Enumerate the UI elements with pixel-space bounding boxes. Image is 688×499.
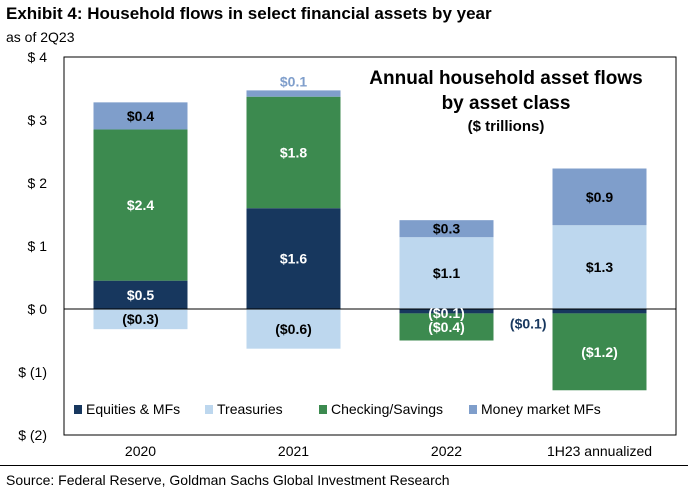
bar-segment [246, 208, 341, 309]
bar-segment [552, 309, 647, 314]
data-label: $1.3 [586, 259, 613, 275]
data-label: $2.4 [127, 197, 154, 213]
bar-segment [93, 129, 188, 281]
bar-segment [399, 220, 494, 238]
y-axis: $ 4 $ 3 $ 2 $ 1 $ 0 $ (1) $ (2) [18, 49, 47, 443]
legend-swatch [205, 405, 213, 414]
footer-divider [0, 465, 688, 466]
y-tick-label: $ 1 [28, 238, 48, 254]
bar-segment [552, 313, 647, 391]
y-tick-label: $ 4 [28, 49, 48, 65]
bar-segment [246, 90, 341, 97]
data-label: $1.6 [280, 251, 307, 267]
y-tick-label: $ (1) [18, 364, 47, 380]
data-label: ($0.3) [122, 311, 159, 327]
inner-chart-title: Annual household asset flows by asset cla… [369, 68, 642, 135]
inner-title-line: ($ trillions) [468, 118, 545, 135]
bar-segment [552, 225, 647, 309]
legend-label: Treasuries [217, 401, 283, 417]
chart-legend: Equities & MFs Treasuries Checking/Savings… [74, 401, 601, 417]
x-axis: 2020 2021 2022 1H23 annualized [125, 443, 652, 459]
data-label: $0.9 [586, 189, 613, 205]
bar-segment [93, 280, 188, 309]
y-tick-label: $ 0 [28, 301, 48, 317]
data-label: $0.5 [127, 287, 154, 303]
legend-swatch [469, 405, 477, 414]
bar-segment [399, 309, 494, 314]
chart-exhibit-title: Exhibit 4: Household flows in select fin… [6, 4, 492, 23]
bar-segment [246, 96, 341, 209]
x-tick-label: 2021 [278, 443, 309, 459]
bar-series-group [93, 90, 647, 391]
y-tick-label: $ (2) [18, 427, 47, 443]
bar-segment [399, 237, 494, 309]
bar-segment [552, 168, 647, 226]
data-label: $0.3 [433, 221, 460, 237]
data-label: ($0.1) [428, 305, 465, 321]
data-label: ($1.2) [581, 344, 618, 360]
x-tick-label: 2022 [431, 443, 462, 459]
source-note: Source: Federal Reserve, Goldman Sachs G… [6, 472, 450, 488]
data-label: $0.4 [127, 108, 154, 124]
x-tick-label: 2020 [125, 443, 156, 459]
legend-swatch [74, 405, 82, 414]
data-label: ($0.4) [428, 319, 465, 335]
plot-area-frame [63, 56, 677, 436]
data-label: $1.1 [433, 265, 460, 281]
x-tick-label: 1H23 annualized [547, 443, 652, 459]
y-tick-label: $ 2 [28, 175, 48, 191]
bar-segment [93, 102, 188, 130]
bar-segment [93, 309, 188, 330]
inner-title-line: Annual household asset flows [369, 68, 642, 89]
stacked-bar-chart: $ 4 $ 3 $ 2 $ 1 $ 0 $ (1) $ (2) $0.5 ($0.3) $2.4… [18, 49, 677, 459]
data-label: ($0.6) [275, 321, 312, 337]
data-label: ($0.1) [510, 315, 547, 331]
legend-label: Equities & MFs [86, 401, 180, 417]
data-labels: $0.5 ($0.3) $2.4 $0.4 $1.6 ($0.6) $1.8 $0.1 ($0.… [122, 73, 618, 359]
legend-swatch [319, 405, 327, 414]
legend-label: Money market MFs [481, 401, 601, 417]
y-tick-label: $ 3 [28, 112, 48, 128]
bar-segment [399, 313, 494, 341]
data-label: $0.1 [280, 73, 307, 89]
inner-title-line: by asset class [442, 93, 571, 114]
legend-label: Checking/Savings [331, 401, 443, 417]
data-label: $1.8 [280, 144, 307, 160]
as-of-date: as of 2Q23 [6, 29, 75, 45]
bar-segment [246, 309, 341, 349]
